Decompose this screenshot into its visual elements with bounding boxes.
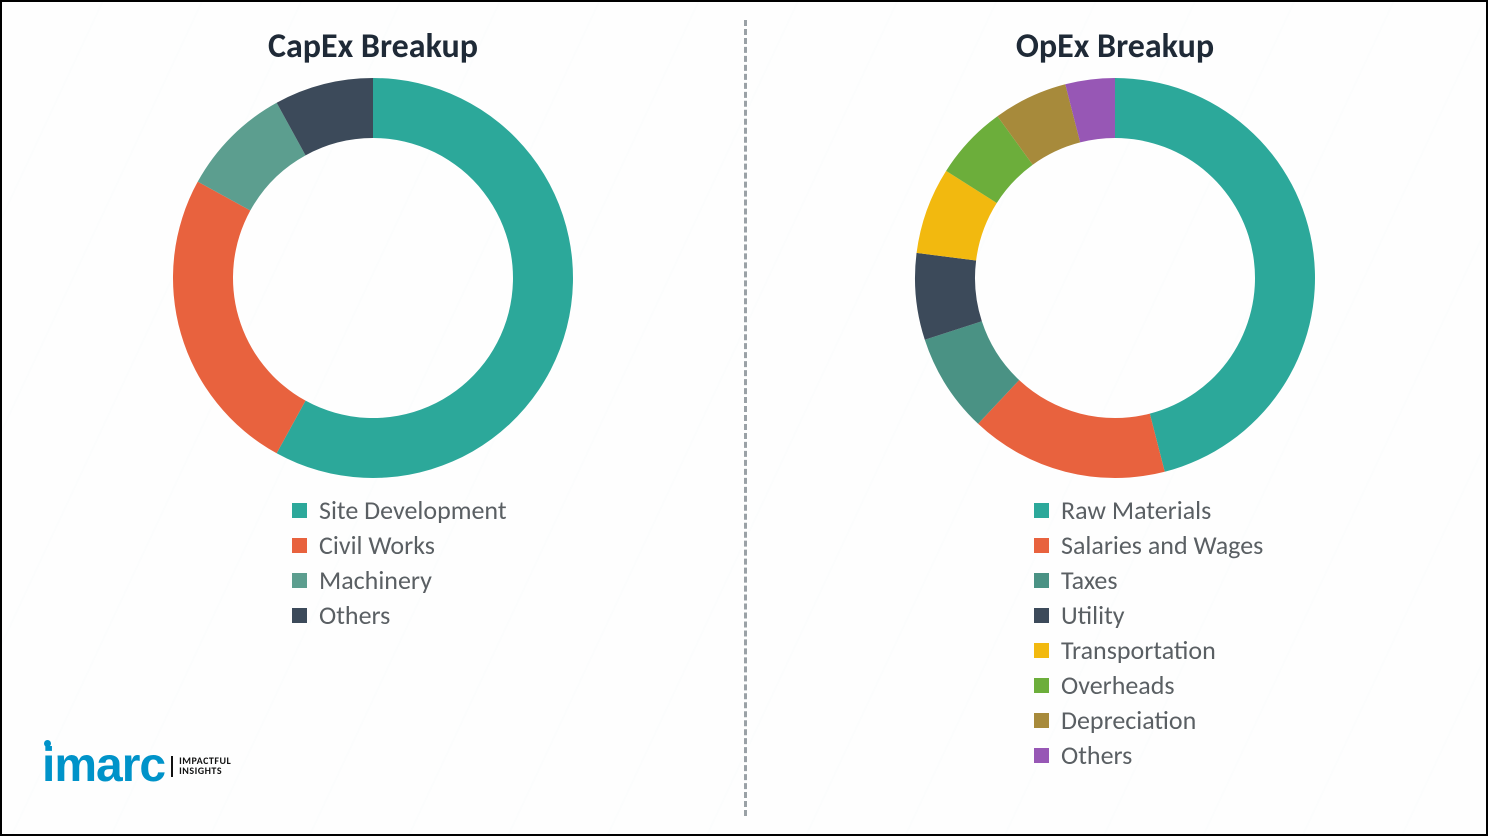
- legend-swatch-icon: [1034, 643, 1049, 658]
- legend-item: Others: [292, 599, 507, 631]
- legend-swatch-icon: [292, 538, 307, 553]
- brand-logo: imarc IMPACTFUL INSIGHTS: [42, 742, 231, 790]
- legend-swatch-icon: [1034, 678, 1049, 693]
- legend-swatch-icon: [1034, 748, 1049, 763]
- opex-panel: OpEx Breakup Raw MaterialsSalaries and W…: [744, 2, 1486, 834]
- opex-legend: Raw MaterialsSalaries and WagesTaxesUtil…: [1034, 491, 1263, 774]
- legend-swatch-icon: [1034, 608, 1049, 623]
- capex-title: CapEx Breakup: [268, 26, 478, 67]
- legend-swatch-icon: [1034, 503, 1049, 518]
- legend-label: Transportation: [1061, 634, 1216, 666]
- legend-item: Overheads: [1034, 669, 1263, 701]
- panel-divider: [744, 20, 747, 816]
- opex-title: OpEx Breakup: [1016, 26, 1214, 67]
- legend-item: Civil Works: [292, 529, 507, 561]
- capex-donut-chart: [168, 73, 578, 483]
- legend-item: Raw Materials: [1034, 494, 1263, 526]
- legend-label: Depreciation: [1061, 704, 1196, 736]
- brand-logo-dot-icon: [44, 740, 51, 747]
- chart-frame: CapEx Breakup Site DevelopmentCivil Work…: [0, 0, 1488, 836]
- legend-label: Civil Works: [319, 529, 435, 561]
- capex-panel: CapEx Breakup Site DevelopmentCivil Work…: [2, 2, 744, 834]
- opex-donut-chart: [910, 73, 1320, 483]
- legend-swatch-icon: [1034, 713, 1049, 728]
- legend-item: Salaries and Wages: [1034, 529, 1263, 561]
- legend-item: Site Development: [292, 494, 507, 526]
- brand-logo-text: imarc: [42, 739, 165, 792]
- capex-legend: Site DevelopmentCivil WorksMachineryOthe…: [292, 491, 507, 634]
- donut-slice: [1115, 78, 1315, 472]
- legend-label: Raw Materials: [1061, 494, 1211, 526]
- legend-label: Salaries and Wages: [1061, 529, 1263, 561]
- legend-label: Others: [1061, 739, 1132, 771]
- legend-item: Taxes: [1034, 564, 1263, 596]
- legend-item: Utility: [1034, 599, 1263, 631]
- brand-logo-mark: imarc: [42, 742, 165, 790]
- capex-donut-wrap: [168, 73, 578, 483]
- legend-label: Machinery: [319, 564, 432, 596]
- legend-label: Taxes: [1061, 564, 1118, 596]
- donut-slice: [978, 380, 1165, 478]
- brand-tagline-line2: INSIGHTS: [179, 764, 222, 777]
- legend-swatch-icon: [292, 503, 307, 518]
- legend-item: Depreciation: [1034, 704, 1263, 736]
- legend-label: Utility: [1061, 599, 1125, 631]
- legend-item: Transportation: [1034, 634, 1263, 666]
- legend-swatch-icon: [292, 608, 307, 623]
- legend-label: Others: [319, 599, 390, 631]
- brand-tagline: IMPACTFUL INSIGHTS: [171, 756, 231, 777]
- legend-item: Others: [1034, 739, 1263, 771]
- legend-swatch-icon: [1034, 538, 1049, 553]
- legend-label: Overheads: [1061, 669, 1175, 701]
- opex-donut-wrap: [910, 73, 1320, 483]
- legend-swatch-icon: [292, 573, 307, 588]
- legend-label: Site Development: [319, 494, 507, 526]
- legend-swatch-icon: [1034, 573, 1049, 588]
- donut-slice: [173, 182, 306, 454]
- legend-item: Machinery: [292, 564, 507, 596]
